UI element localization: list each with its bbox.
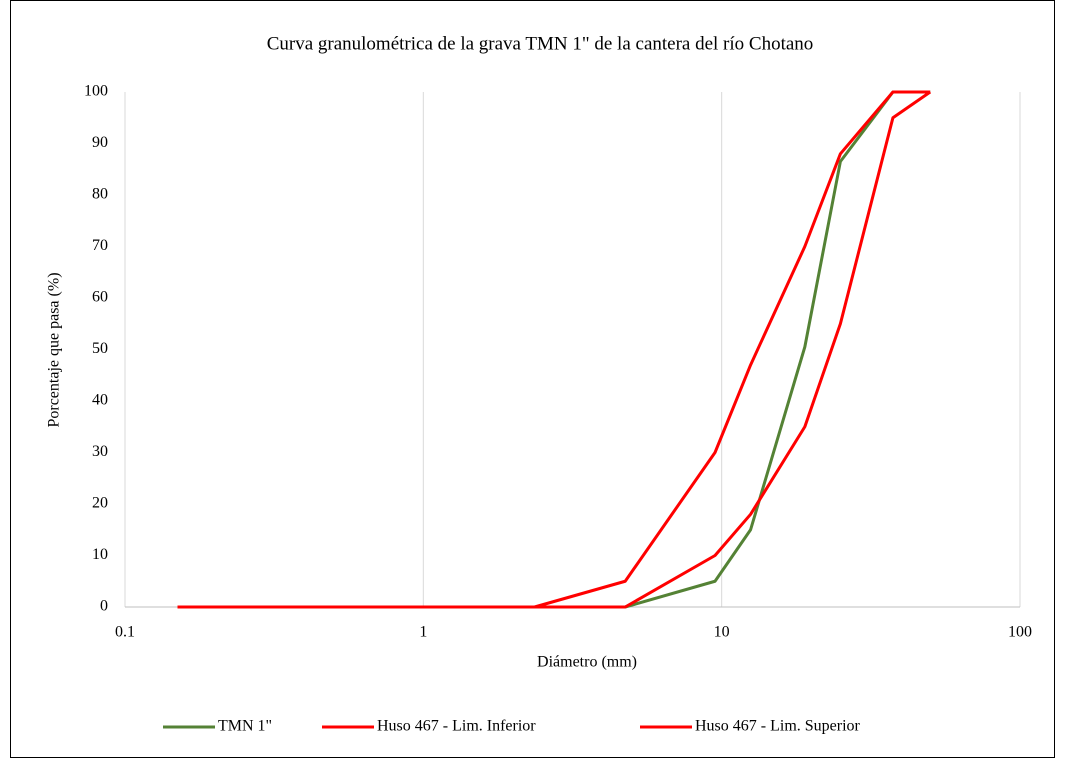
x-axis-label: Diámetro (mm) (537, 654, 637, 671)
chart-title: Curva granulométrica de la grava TMN 1" … (267, 33, 814, 54)
series-line (177, 90, 931, 609)
y-tick-label: 90 (92, 134, 108, 151)
x-tick-label: 1 (419, 624, 427, 641)
y-tick-label: 0 (100, 598, 108, 615)
y-tick-label: 50 (92, 340, 108, 357)
chart-border (10, 0, 1055, 758)
y-tick-label: 80 (92, 186, 108, 203)
x-tick-label: 0.1 (115, 624, 135, 641)
y-tick-label: 30 (92, 443, 108, 460)
y-tick-label: 40 (92, 392, 108, 409)
y-tick-label: 60 (92, 289, 108, 306)
legend-label: Huso 467 - Lim. Inferior (377, 718, 536, 735)
y-tick-label: 10 (92, 546, 108, 563)
x-tick-label: 100 (1008, 624, 1032, 641)
y-tick-label: 20 (92, 495, 108, 512)
y-axis-label: Porcentaje que pasa (%) (46, 272, 63, 427)
y-tick-label: 100 (84, 83, 108, 100)
legend-label: Huso 467 - Lim. Superior (695, 718, 861, 735)
legend-label: TMN 1" (218, 718, 272, 735)
y-tick-label: 70 (92, 237, 108, 254)
x-tick-label: 10 (714, 624, 730, 641)
